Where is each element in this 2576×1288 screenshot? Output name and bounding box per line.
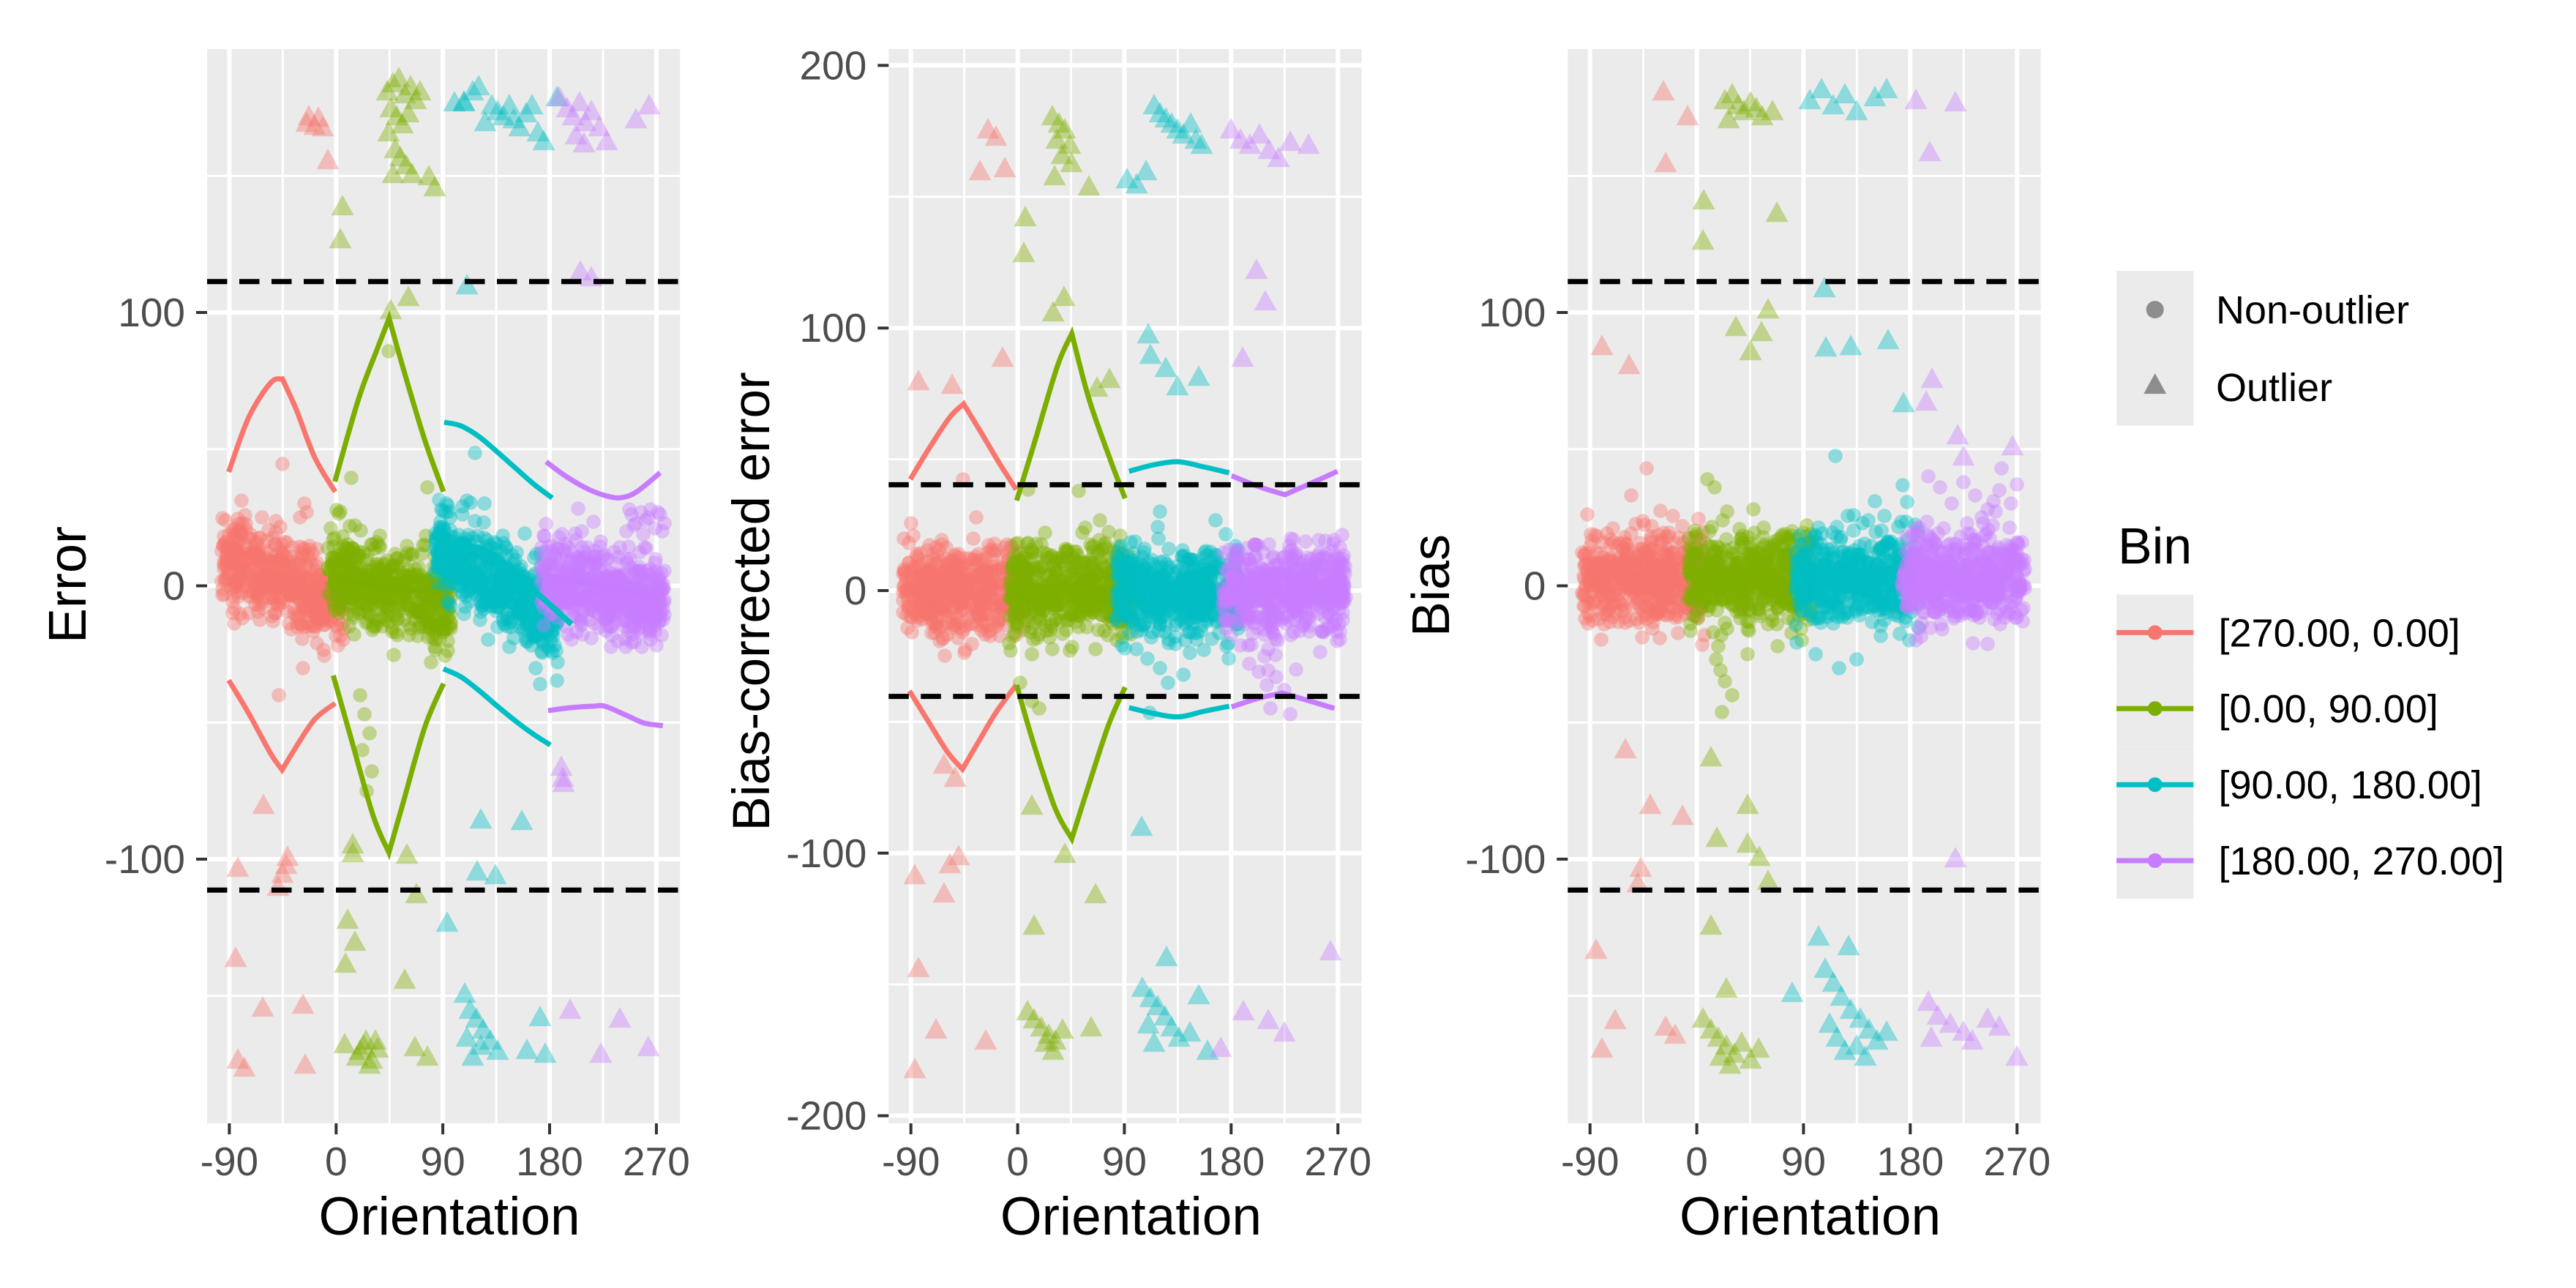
svg-text:90: 90 xyxy=(1102,1139,1147,1184)
svg-text:Error: Error xyxy=(39,526,97,643)
svg-text:-90: -90 xyxy=(201,1139,259,1184)
svg-text:-90: -90 xyxy=(882,1139,940,1184)
svg-text:[90.00, 180.00]: [90.00, 180.00] xyxy=(2219,763,2482,807)
svg-text:0: 0 xyxy=(845,568,867,613)
svg-text:0: 0 xyxy=(1685,1139,1708,1184)
svg-text:180: 180 xyxy=(1876,1139,1944,1184)
svg-text:100: 100 xyxy=(1479,290,1546,335)
svg-text:-200: -200 xyxy=(786,1093,866,1139)
svg-text:270: 270 xyxy=(1304,1139,1371,1184)
svg-text:Outlier: Outlier xyxy=(2216,366,2332,410)
svg-text:100: 100 xyxy=(800,305,867,351)
svg-text:[180.00, 270.00]: [180.00, 270.00] xyxy=(2219,839,2504,883)
svg-text:270: 270 xyxy=(623,1139,690,1184)
svg-text:[270.00, 0.00]: [270.00, 0.00] xyxy=(2219,611,2460,655)
svg-text:-100: -100 xyxy=(786,831,866,876)
svg-text:90: 90 xyxy=(421,1139,465,1184)
svg-text:Bias-corrected error: Bias-corrected error xyxy=(723,372,781,831)
svg-text:Orientation: Orientation xyxy=(1000,1187,1262,1246)
svg-text:270: 270 xyxy=(1983,1139,2051,1184)
svg-text:[0.00, 90.00]: [0.00, 90.00] xyxy=(2219,687,2438,731)
svg-text:-90: -90 xyxy=(1561,1139,1620,1184)
svg-text:0: 0 xyxy=(1524,564,1546,609)
svg-text:-100: -100 xyxy=(105,836,185,882)
svg-text:180: 180 xyxy=(516,1139,583,1184)
svg-text:90: 90 xyxy=(1781,1139,1826,1184)
svg-text:200: 200 xyxy=(800,42,867,88)
svg-text:0: 0 xyxy=(162,564,185,609)
svg-text:Orientation: Orientation xyxy=(1680,1187,1941,1246)
svg-text:-100: -100 xyxy=(1465,836,1546,882)
svg-text:0: 0 xyxy=(325,1139,348,1184)
svg-text:180: 180 xyxy=(1197,1139,1265,1184)
svg-text:100: 100 xyxy=(118,290,185,335)
svg-text:Non-outlier: Non-outlier xyxy=(2216,288,2409,332)
svg-text:Bias: Bias xyxy=(1402,534,1461,637)
svg-text:0: 0 xyxy=(1006,1139,1029,1184)
svg-text:Orientation: Orientation xyxy=(319,1187,580,1246)
svg-text:Bin: Bin xyxy=(2118,517,2192,574)
